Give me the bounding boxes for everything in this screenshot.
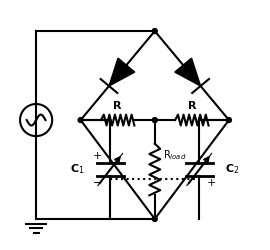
Text: +: +	[207, 178, 216, 188]
Text: R$_{load}$: R$_{load}$	[163, 148, 187, 162]
Polygon shape	[175, 58, 201, 86]
Circle shape	[152, 118, 157, 122]
Polygon shape	[109, 58, 135, 86]
Circle shape	[78, 118, 83, 122]
Text: −: −	[93, 178, 103, 188]
Text: +: +	[93, 152, 103, 162]
Text: R: R	[188, 102, 196, 112]
Text: C$_2$: C$_2$	[225, 162, 240, 176]
Circle shape	[152, 216, 157, 222]
Text: C$_1$: C$_1$	[70, 162, 84, 176]
Circle shape	[152, 28, 157, 34]
Text: R: R	[113, 102, 122, 112]
Circle shape	[227, 118, 231, 122]
